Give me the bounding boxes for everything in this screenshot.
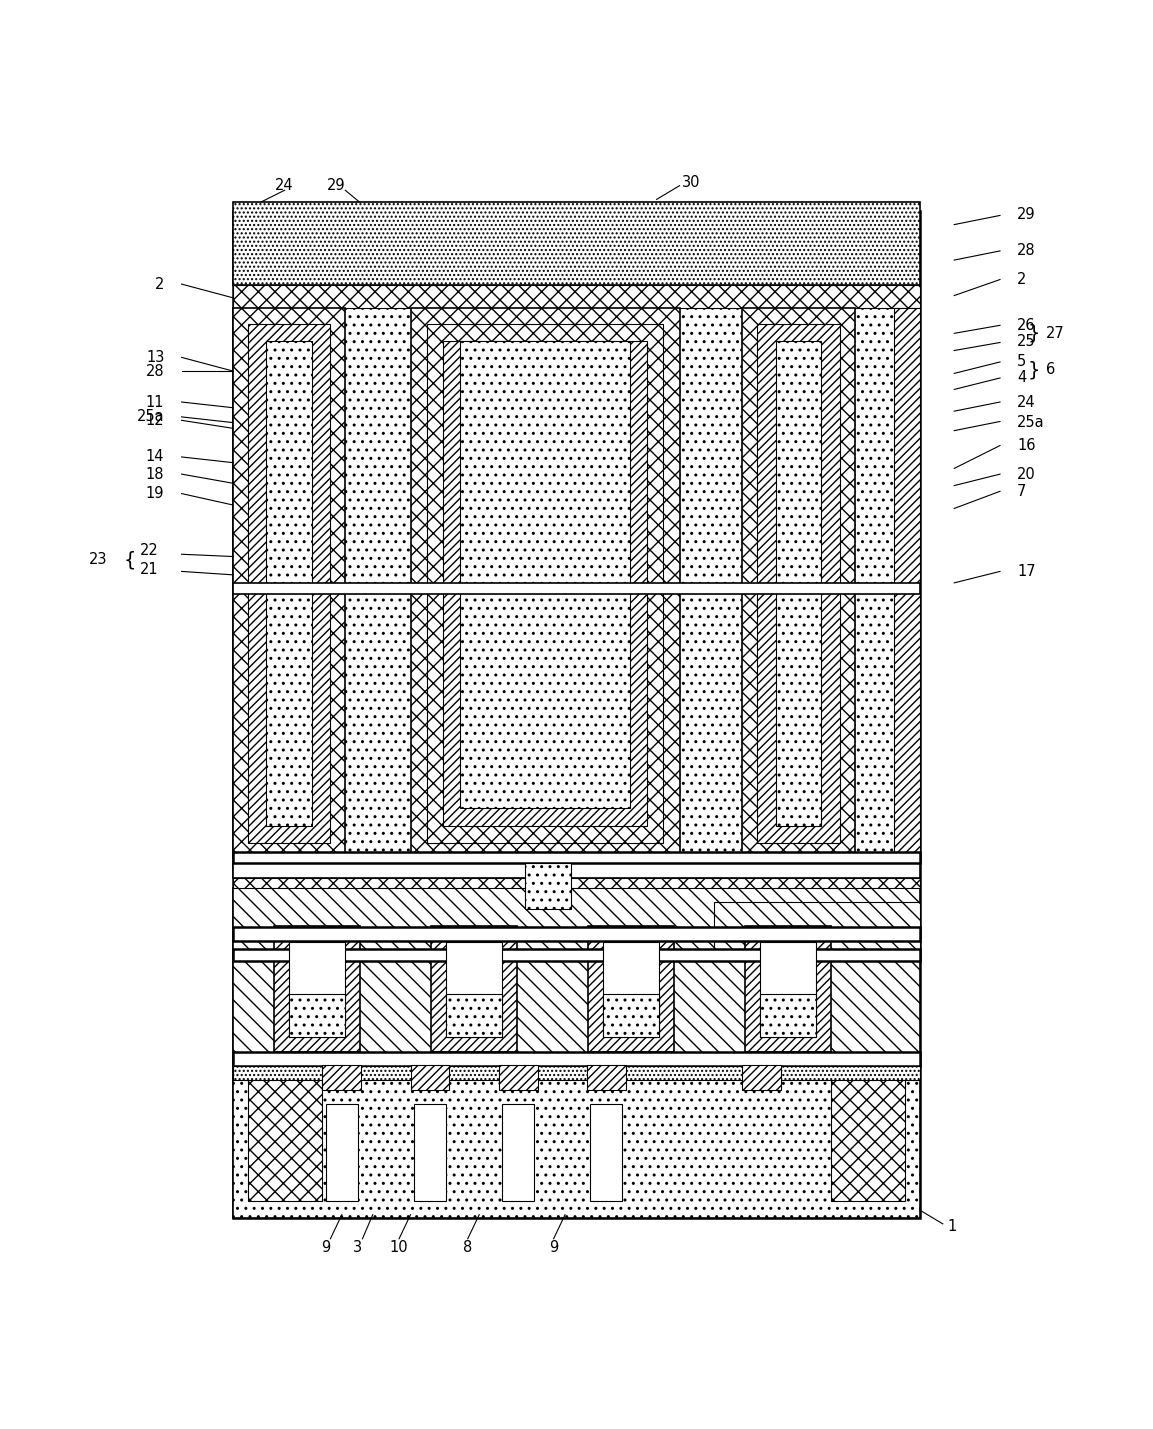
- Text: 30: 30: [681, 174, 700, 190]
- Bar: [289, 993, 345, 1037]
- Bar: [587, 1065, 626, 1090]
- Bar: [233, 201, 920, 286]
- Text: 5: 5: [1017, 354, 1026, 370]
- Text: 24: 24: [1017, 394, 1035, 410]
- Bar: [760, 942, 815, 1037]
- Bar: [443, 342, 648, 826]
- Bar: [323, 1065, 361, 1090]
- Bar: [590, 1103, 623, 1200]
- Bar: [233, 949, 920, 960]
- Text: 13: 13: [146, 350, 165, 364]
- Bar: [446, 993, 502, 1037]
- Text: 23: 23: [89, 553, 107, 567]
- Text: 19: 19: [146, 486, 165, 502]
- Text: 11: 11: [146, 394, 165, 410]
- Text: 2: 2: [155, 277, 165, 292]
- Bar: [894, 309, 920, 857]
- Bar: [431, 926, 517, 1052]
- Bar: [776, 342, 821, 826]
- Bar: [248, 1075, 323, 1200]
- Bar: [427, 324, 663, 843]
- Bar: [233, 583, 920, 594]
- Bar: [758, 324, 839, 843]
- Text: {: {: [123, 550, 136, 570]
- Text: 21: 21: [140, 562, 159, 577]
- Bar: [830, 1075, 905, 1200]
- Bar: [233, 309, 920, 857]
- Text: 9: 9: [322, 1240, 331, 1256]
- Bar: [233, 309, 259, 857]
- Text: 6: 6: [1046, 363, 1055, 377]
- Bar: [745, 926, 830, 1052]
- Text: 28: 28: [1017, 243, 1035, 259]
- Text: }: }: [1027, 360, 1040, 380]
- Text: 4: 4: [1017, 370, 1026, 386]
- Text: 7: 7: [1017, 484, 1026, 499]
- Bar: [233, 852, 920, 863]
- Bar: [603, 993, 658, 1037]
- Bar: [760, 993, 815, 1037]
- Bar: [233, 1052, 920, 1066]
- Text: }: }: [1027, 324, 1040, 343]
- Text: 10: 10: [390, 1240, 408, 1256]
- Bar: [233, 309, 345, 857]
- Text: 27: 27: [1046, 326, 1064, 342]
- Text: 2: 2: [1017, 272, 1026, 287]
- Bar: [233, 211, 920, 1218]
- Bar: [233, 286, 920, 309]
- Text: 16: 16: [1017, 439, 1035, 453]
- Text: 12: 12: [145, 413, 165, 427]
- Bar: [588, 926, 673, 1052]
- Text: 29: 29: [1017, 207, 1035, 221]
- Bar: [289, 942, 345, 1037]
- Text: 8: 8: [464, 1240, 473, 1256]
- Text: 26: 26: [1017, 317, 1035, 333]
- Bar: [498, 1065, 537, 1090]
- Text: 29: 29: [326, 179, 346, 193]
- Bar: [410, 1065, 450, 1090]
- Bar: [233, 889, 920, 1063]
- Bar: [326, 1103, 357, 1200]
- Text: 20: 20: [1017, 467, 1035, 482]
- Text: 25a: 25a: [1017, 414, 1045, 430]
- Bar: [743, 309, 854, 857]
- Bar: [233, 1063, 920, 1218]
- Text: 17: 17: [1017, 564, 1035, 579]
- Text: 18: 18: [146, 467, 165, 482]
- Text: 1: 1: [948, 1219, 957, 1233]
- Bar: [525, 863, 571, 909]
- Text: 9: 9: [549, 1240, 558, 1256]
- Text: 3: 3: [353, 1240, 362, 1256]
- Bar: [446, 942, 502, 1037]
- Bar: [460, 342, 631, 809]
- Text: 24: 24: [276, 179, 294, 193]
- Bar: [414, 1103, 446, 1200]
- Bar: [410, 309, 679, 857]
- Bar: [502, 1103, 534, 1200]
- Text: 25: 25: [1017, 334, 1035, 349]
- Bar: [603, 942, 658, 1037]
- Bar: [233, 863, 920, 879]
- Text: 28: 28: [145, 363, 165, 379]
- Bar: [233, 1066, 920, 1080]
- Bar: [714, 902, 920, 957]
- Bar: [743, 1065, 782, 1090]
- Bar: [248, 324, 331, 843]
- Text: 14: 14: [146, 450, 165, 464]
- Bar: [233, 879, 920, 889]
- Bar: [266, 342, 312, 826]
- Bar: [233, 927, 920, 942]
- Bar: [274, 926, 360, 1052]
- Text: 25a: 25a: [137, 409, 165, 424]
- Text: 22: 22: [140, 543, 159, 559]
